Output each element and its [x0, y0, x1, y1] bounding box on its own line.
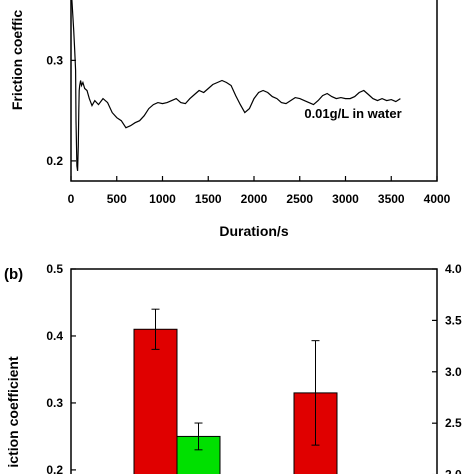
x-tick-label: 1000 — [149, 192, 176, 206]
y-tick-label: 0.4 — [46, 329, 63, 343]
panel-b: (b) 0.2 0.3 0.4 0.5 2.0 2.5 3.0 3.5 4.0 iction c… — [4, 262, 462, 474]
panel-b-plot-frame — [70, 268, 438, 474]
y-tick-label: 0.5 — [46, 262, 63, 276]
y-axis-title: Friction coeffic — [9, 10, 25, 111]
x-tick-label: 3500 — [378, 192, 405, 206]
y2-tick-label: 2.5 — [445, 416, 462, 430]
y-tick-label: 0.2 — [46, 154, 63, 168]
y2-tick-label: 4.0 — [445, 262, 462, 276]
x-axis-title: Duration/s — [219, 223, 288, 239]
x-tick-label: 500 — [107, 192, 127, 206]
y-axis-title: iction coefficient — [5, 356, 21, 468]
friction-curve — [71, 0, 401, 171]
panel-b-bars — [133, 308, 338, 474]
y-tick-label: 0.3 — [46, 396, 63, 410]
y2-tick-label: 3.0 — [445, 365, 462, 379]
panel-b-label: (b) — [4, 266, 23, 283]
panel-a: 0 500 1000 1500 2000 2500 3000 3500 4000 0.2 0.3 0… — [9, 0, 451, 239]
y-tick-label: 0.3 — [46, 53, 63, 67]
panel-a-ticks: 0 500 1000 1500 2000 2500 3000 3500 4000 0.2 0.3 — [46, 53, 450, 206]
y2-tick-label: 2.0 — [445, 468, 462, 474]
x-tick-label: 0 — [68, 192, 75, 206]
x-tick-label: 4000 — [424, 192, 451, 206]
x-tick-label: 3000 — [332, 192, 359, 206]
y2-tick-label: 3.5 — [445, 313, 462, 327]
series-annotation: 0.01g/L in water — [304, 106, 401, 121]
x-tick-label: 1500 — [195, 192, 222, 206]
x-tick-label: 2500 — [286, 192, 313, 206]
panel-b-ticks: 0.2 0.3 0.4 0.5 2.0 2.5 3.0 3.5 4.0 — [46, 262, 462, 474]
bar-1 — [133, 328, 178, 474]
x-tick-label: 2000 — [241, 192, 268, 206]
panel-a-plot-frame — [70, 0, 438, 182]
y-tick-label: 0.2 — [46, 463, 63, 474]
